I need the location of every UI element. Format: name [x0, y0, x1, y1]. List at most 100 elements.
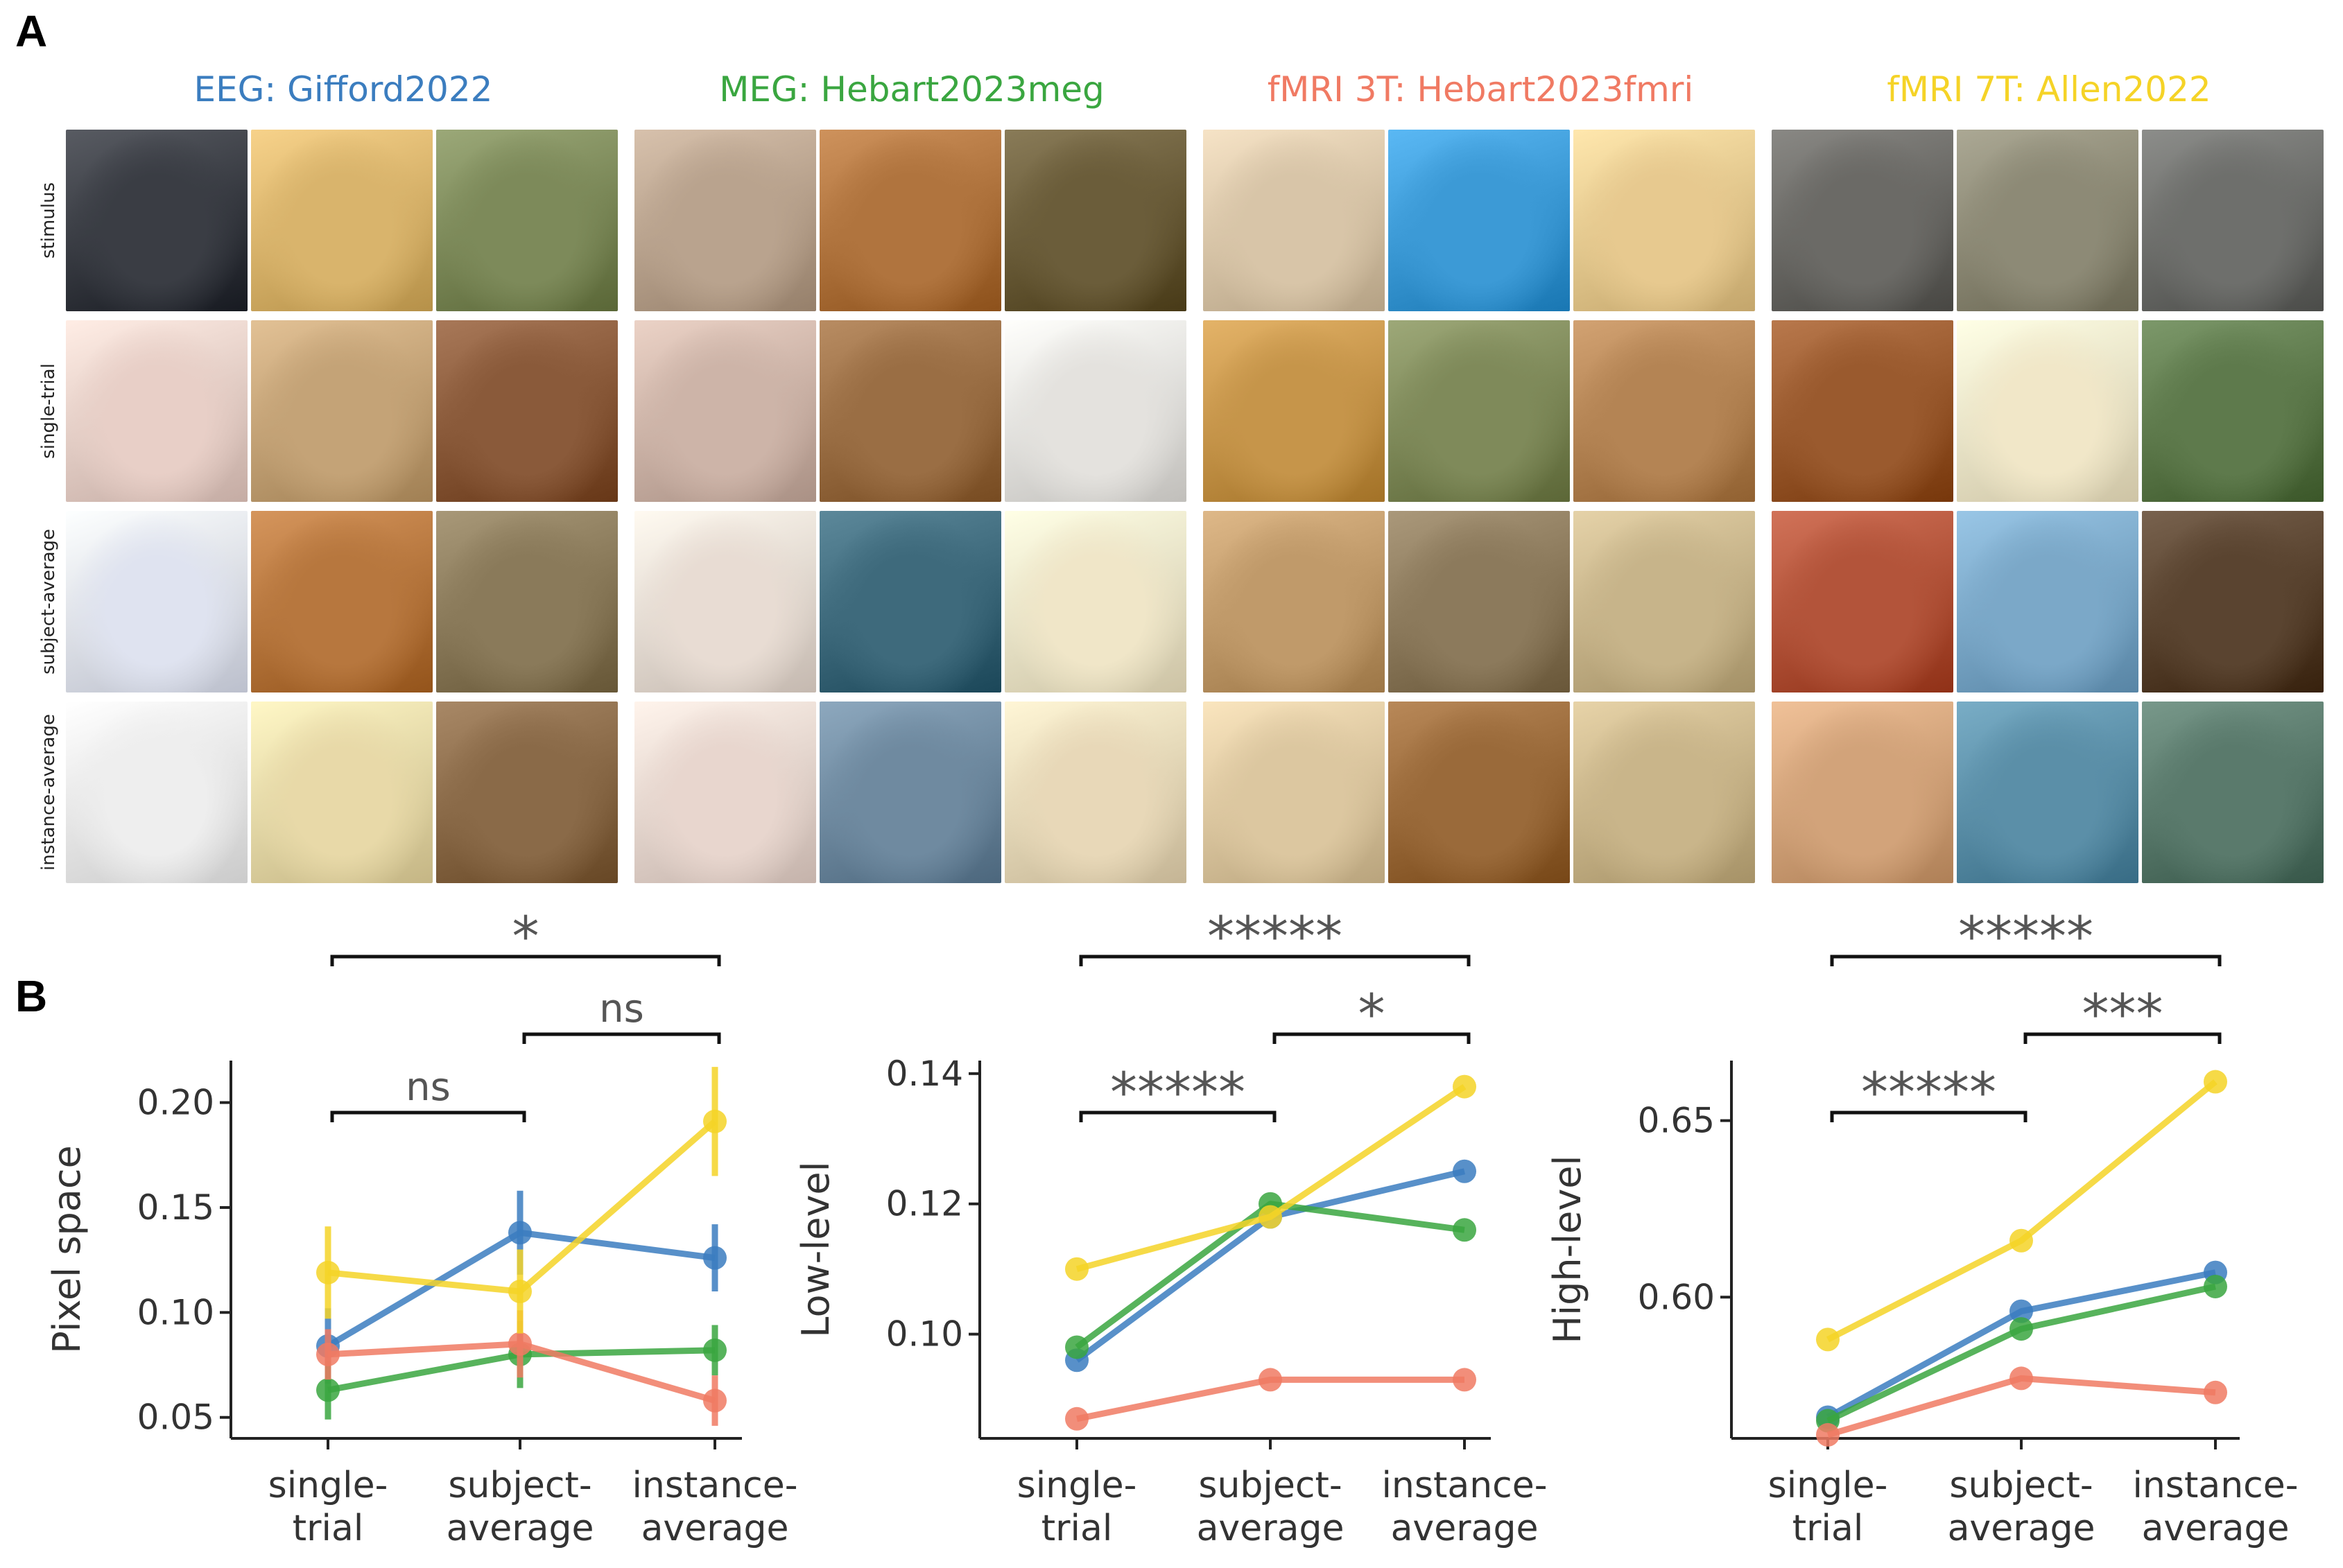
reconstruction-image	[1203, 320, 1385, 502]
reconstruction-image	[820, 320, 1001, 502]
reconstruction-image	[1957, 130, 2138, 311]
data-point	[508, 1221, 532, 1245]
series-line	[327, 1347, 716, 1393]
reconstruction-image	[251, 702, 433, 883]
data-point	[1259, 1368, 1282, 1392]
data-point	[2009, 1317, 2033, 1341]
dataset-title: fMRI 7T: Allen2022	[1887, 69, 2211, 110]
data-point	[1453, 1218, 1476, 1242]
reconstruction-image	[251, 320, 433, 502]
y-tick-label: 0.10	[886, 1314, 963, 1354]
series-line	[327, 1119, 717, 1295]
reconstruction-image	[1957, 702, 2138, 883]
data-point	[703, 1109, 727, 1133]
reconstruction-image	[1203, 511, 1385, 692]
reconstruction-image	[1957, 511, 2138, 692]
reconstruction-image	[66, 702, 248, 883]
series-line	[1075, 1083, 1467, 1273]
reconstruction-image	[66, 511, 248, 692]
x-tick-label: single-	[1017, 1465, 1137, 1506]
significance-bracket	[522, 1032, 721, 1044]
significance-bracket	[1079, 955, 1471, 966]
reconstruction-image	[634, 702, 816, 883]
data-point	[1259, 1205, 1282, 1229]
y-tick-label: 0.15	[137, 1187, 214, 1228]
data-point	[2009, 1366, 2033, 1391]
reconstruction-image	[66, 130, 248, 311]
data-point	[1816, 1409, 1840, 1433]
data-point	[1816, 1422, 1840, 1447]
data-point	[2204, 1260, 2227, 1284]
x-tick-label: trial	[293, 1508, 364, 1549]
reconstruction-image	[436, 320, 618, 502]
y-tick-label: 0.65	[1638, 1101, 1715, 1141]
reconstruction-image	[251, 511, 433, 692]
significance-label: *****	[1207, 906, 1342, 968]
significance-bracket	[330, 1110, 526, 1122]
dataset-title: fMRI 3T: Hebart2023fmri	[1267, 69, 1694, 110]
significance-label: ns	[406, 1065, 451, 1110]
x-tick-label: trial	[1041, 1508, 1113, 1549]
significance-bracket	[330, 955, 721, 966]
reconstruction-image	[1388, 511, 1570, 692]
significance-bracket	[1079, 1110, 1277, 1122]
data-point	[703, 1338, 727, 1362]
dataset-title: EEG: Gifford2022	[193, 69, 493, 110]
data-point	[1065, 1406, 1089, 1431]
data-point	[316, 1378, 340, 1402]
reconstruction-image	[1005, 511, 1186, 692]
y-tick-label: 0.12	[886, 1184, 963, 1224]
series-line	[1826, 1283, 2216, 1424]
data-point	[316, 1260, 340, 1284]
data-point	[1816, 1405, 1840, 1429]
data-point	[703, 1246, 727, 1270]
data-point	[508, 1332, 532, 1356]
y-tick-label: 0.20	[137, 1083, 214, 1123]
data-point	[508, 1280, 532, 1304]
reconstruction-image	[1772, 511, 1953, 692]
x-tick-label: instance-	[2132, 1465, 2298, 1506]
x-tick-label: average	[2142, 1508, 2290, 1549]
data-point	[1453, 1074, 1476, 1099]
panel-label-a: A	[15, 6, 48, 56]
reconstruction-image	[1573, 130, 1755, 311]
row-label: instance-average	[38, 714, 59, 871]
x-tick-label: subject-	[448, 1465, 591, 1506]
reconstruction-image	[634, 130, 816, 311]
reconstruction-image	[820, 130, 1001, 311]
panel-label-b: B	[15, 971, 48, 1021]
y-tick-label: 0.60	[1638, 1277, 1715, 1317]
reconstruction-image	[1573, 702, 1755, 883]
data-point	[1816, 1327, 1840, 1352]
x-tick-label: single-	[268, 1465, 388, 1506]
significance-label: *****	[1110, 1062, 1245, 1124]
reconstruction-image	[634, 320, 816, 502]
significance-label: *****	[1861, 1062, 1996, 1124]
series-line	[1826, 1079, 2217, 1343]
data-point	[2204, 1274, 2227, 1298]
reconstruction-image	[251, 130, 433, 311]
reconstruction-image	[2142, 511, 2324, 692]
reconstruction-image	[1388, 130, 1570, 311]
reconstruction-image	[820, 702, 1001, 883]
x-tick-label: instance-	[632, 1465, 797, 1506]
significance-bracket	[2023, 1032, 2222, 1044]
reconstruction-image	[1005, 130, 1186, 311]
y-tick-label: 0.10	[137, 1292, 214, 1332]
row-label: stimulus	[38, 182, 59, 259]
data-point	[2204, 1380, 2227, 1404]
data-point	[316, 1334, 340, 1358]
y-axis-label: Pixel space	[45, 1145, 89, 1353]
series-line	[1826, 1375, 2216, 1438]
reconstruction-image	[66, 320, 248, 502]
x-tick-label: average	[641, 1508, 789, 1549]
x-tick-label: average	[1391, 1508, 1539, 1549]
data-point	[1259, 1192, 1282, 1216]
data-point	[1065, 1335, 1089, 1359]
significance-bracket	[1272, 1032, 1471, 1044]
significance-bracket	[1830, 955, 2222, 966]
reconstruction-image	[1573, 511, 1755, 692]
data-point	[1259, 1205, 1282, 1229]
reconstruction-image	[1005, 320, 1186, 502]
series-line	[326, 1229, 716, 1349]
